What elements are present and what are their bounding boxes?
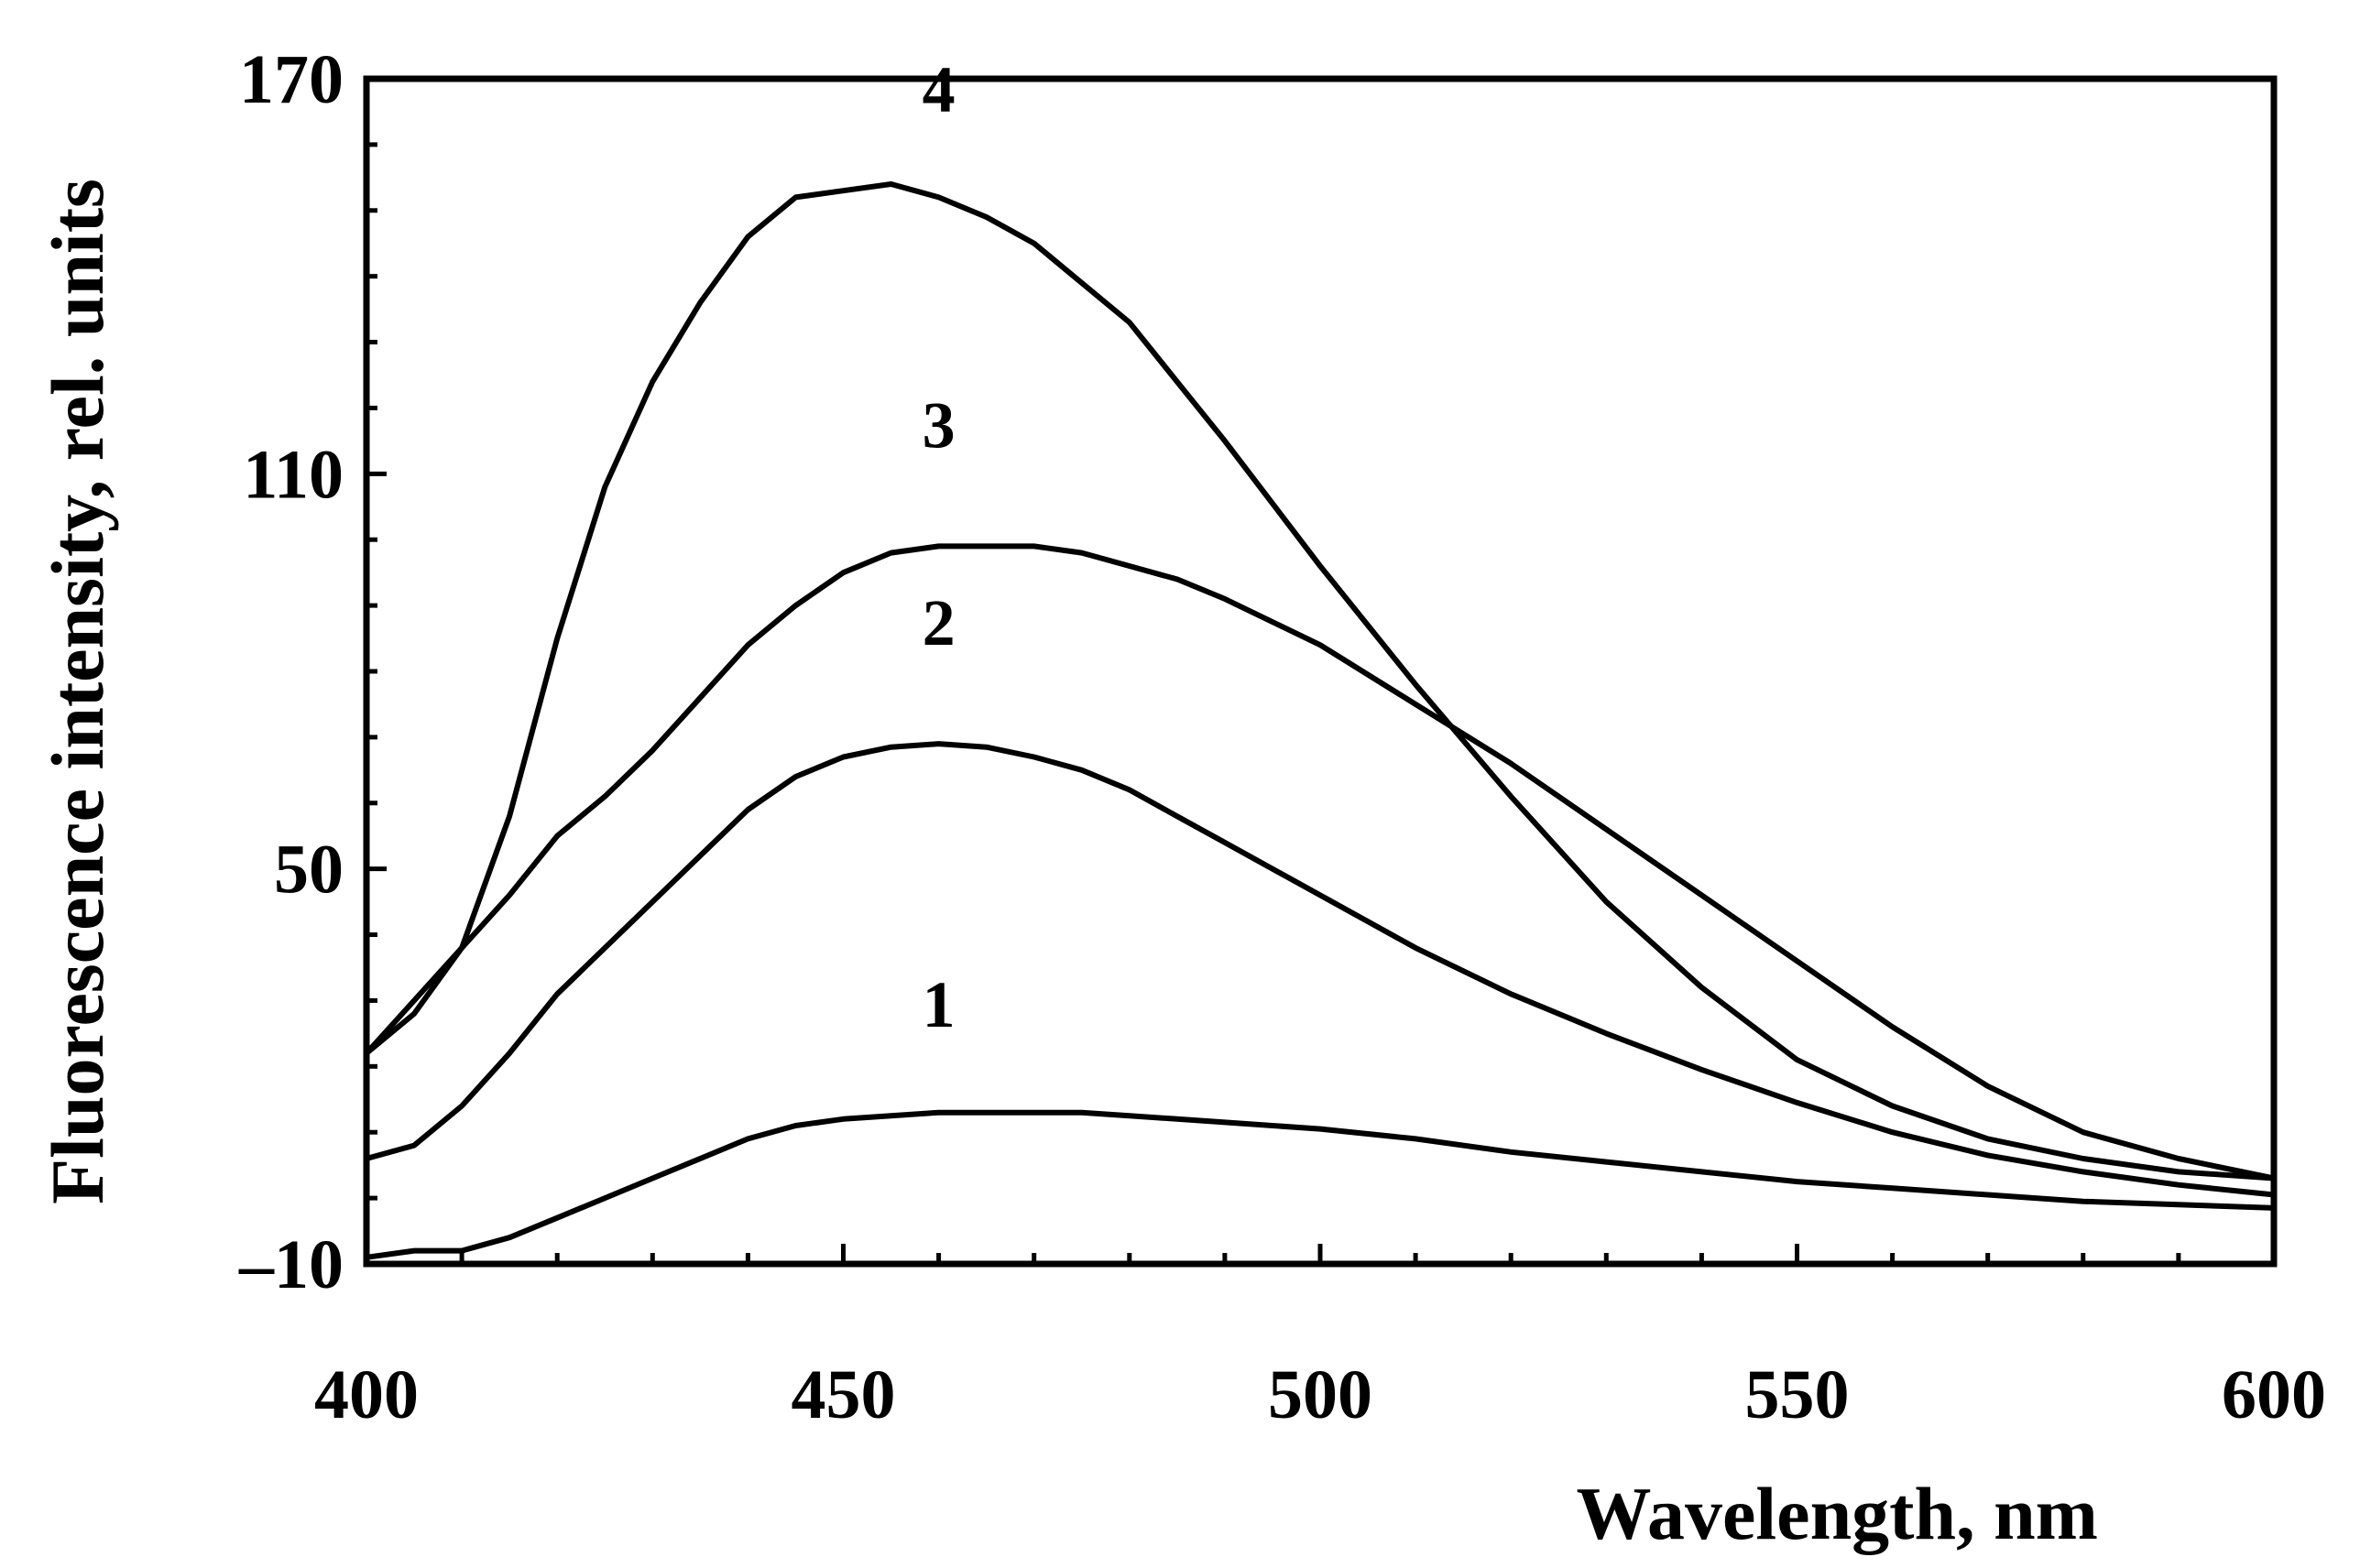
x-tick-labels: 400 450 500 550 600	[314, 1356, 2326, 1433]
curve-label-1: 1	[923, 968, 956, 1041]
curve-label-4: 4	[923, 53, 956, 126]
series-line-4	[364, 181, 2277, 1181]
series-line-2	[364, 741, 2277, 1198]
curve-label-2: 2	[923, 586, 956, 659]
x-tick-label: 550	[1745, 1356, 1850, 1433]
y-tick-label: –10	[238, 1226, 344, 1303]
x-tick-label: 400	[314, 1356, 419, 1433]
x-tick-label: 500	[1268, 1356, 1372, 1433]
plot-frame	[363, 75, 2278, 1268]
series-line-3	[364, 543, 2277, 1181]
curve-labels: 1 2 3 4	[923, 53, 956, 1041]
series-lines	[364, 181, 2277, 1260]
y-tick-label: 170	[239, 41, 344, 118]
x-tick-label: 450	[792, 1356, 896, 1433]
y-tick-labels: –10 50 110 170	[238, 41, 344, 1303]
y-tick-label: 110	[243, 436, 344, 513]
series-line-1	[364, 1109, 2277, 1260]
x-axis-title: Wavelength, nm	[1577, 1472, 2098, 1555]
y-axis-title: Fluorescence intensity, rel. units	[36, 179, 119, 1204]
y-tick-label: 50	[274, 832, 344, 909]
x-tick-label: 600	[2222, 1356, 2326, 1433]
curve-label-3: 3	[923, 389, 956, 463]
